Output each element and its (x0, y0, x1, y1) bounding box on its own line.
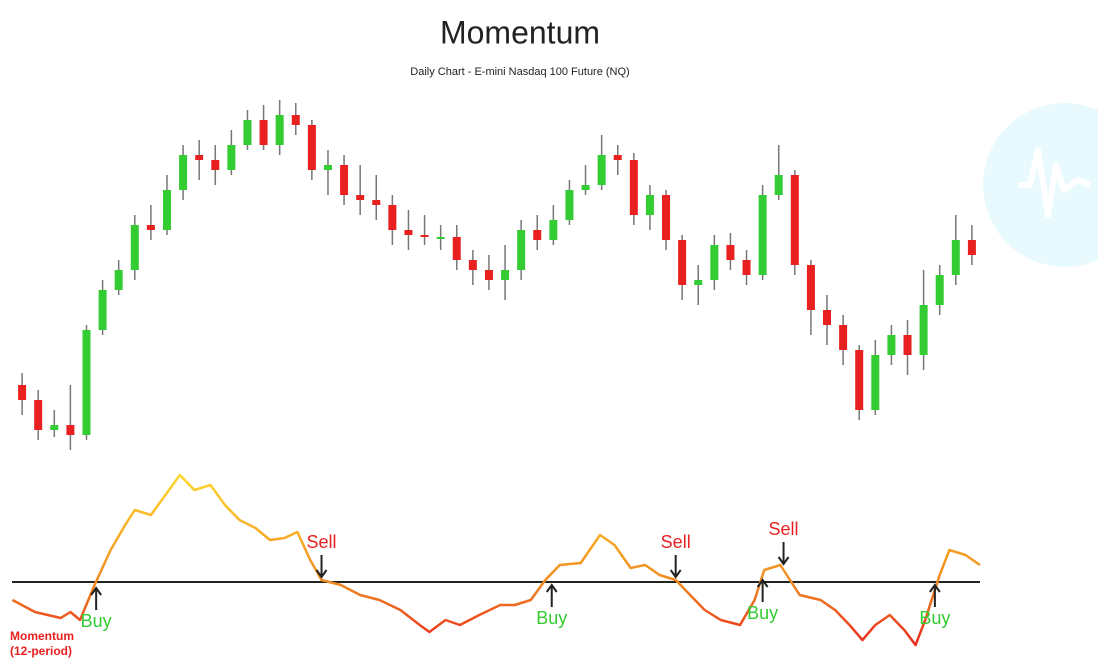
annotation-arrowhead (315, 569, 328, 579)
candle-body (597, 155, 606, 185)
candle-body (484, 270, 493, 280)
candle-body (323, 165, 332, 170)
annotation-arrowhead (545, 583, 558, 593)
candle-body (951, 240, 960, 275)
candle-body (130, 225, 139, 270)
candle-body (967, 240, 976, 255)
annotation-arrowhead (777, 556, 790, 566)
candle-body (50, 425, 59, 430)
candle-body (243, 120, 252, 145)
candle-body (935, 275, 944, 305)
candle-body (356, 195, 365, 200)
candle-body (146, 225, 155, 230)
candle-body (195, 155, 204, 160)
candle-body (66, 425, 75, 435)
candle-body (678, 240, 687, 285)
annotation-label: Sell (307, 532, 337, 552)
annotation-arrowhead (669, 569, 682, 579)
series-label: Momentum (10, 629, 74, 643)
candle-body (211, 160, 220, 170)
candle-body (420, 235, 429, 237)
candle-body (533, 230, 542, 240)
candle-body (758, 195, 767, 275)
candle-body (662, 195, 671, 240)
candle-body (501, 270, 510, 280)
candle-body (549, 220, 558, 240)
candle-body (340, 165, 349, 195)
chart-title: Momentum (440, 14, 600, 50)
candle-body (613, 155, 622, 160)
candle-body (806, 265, 815, 310)
candle-body (839, 325, 848, 350)
candle-body (162, 190, 171, 230)
candle-body (903, 335, 912, 355)
annotation-arrowhead (756, 578, 769, 588)
candle-body (694, 280, 703, 285)
candle-body (82, 330, 91, 435)
candle-body (114, 270, 123, 290)
annotation-label: Buy (747, 603, 778, 623)
candle-body (919, 305, 928, 355)
annotation-label: Buy (81, 611, 112, 631)
watermark-logo (983, 103, 1098, 267)
series-label: (12-period) (10, 644, 72, 658)
candle-body (275, 115, 284, 145)
annotation-arrowhead (929, 583, 941, 593)
annotation-label: Sell (769, 519, 799, 539)
candle-body (581, 185, 590, 190)
candle-body (871, 355, 880, 410)
candle-body (98, 290, 107, 330)
candle-body (887, 335, 896, 355)
candle-body (227, 145, 236, 170)
candle-body (565, 190, 574, 220)
momentum-line (11, 473, 981, 647)
candle-body (388, 205, 397, 230)
candle-body (18, 385, 27, 400)
candle-body (790, 175, 799, 265)
candle-body (179, 155, 188, 190)
candle-body (629, 160, 638, 215)
candle-body (372, 200, 381, 205)
candle-body (259, 120, 268, 145)
chart-subtitle: Daily Chart - E-mini Nasdaq 100 Future (… (410, 66, 629, 78)
candle-body (436, 237, 445, 239)
annotation-label: Sell (661, 532, 691, 552)
candle-body (823, 310, 832, 325)
annotation-label: Buy (536, 608, 567, 628)
annotation-arrowhead (90, 586, 102, 596)
candle-body (307, 125, 316, 170)
candle-body (645, 195, 654, 215)
candle-body (710, 245, 719, 280)
candle-body (34, 400, 43, 430)
candle-body (468, 260, 477, 270)
candle-body (855, 350, 864, 410)
candle-body (452, 237, 461, 260)
annotation-label: Buy (919, 608, 950, 628)
candle-body (774, 175, 783, 195)
candle-body (404, 230, 413, 235)
candle-body (742, 260, 751, 275)
candle-body (517, 230, 526, 270)
candle-body (726, 245, 735, 260)
candle-body (291, 115, 300, 125)
